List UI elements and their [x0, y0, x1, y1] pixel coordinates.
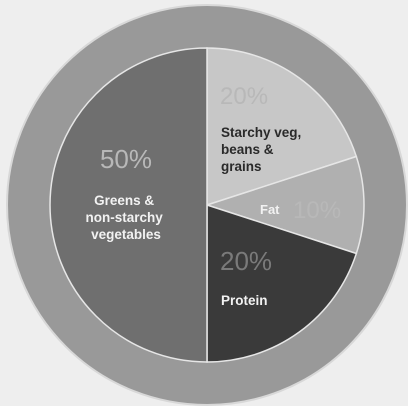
- slice-label-starchy: Starchy veg, beans & grains: [221, 125, 305, 174]
- slice-percent-protein: 20%: [220, 246, 272, 276]
- slice-label-greens-line-1: Greens &: [94, 193, 154, 208]
- pie-slices: [49, 47, 365, 363]
- slice-label-greens-line-3: vegetables: [91, 227, 161, 242]
- slice-fat: [204, 155, 365, 255]
- slice-label-starchy-line-1: Starchy veg,: [221, 125, 301, 140]
- slice-starchy: [206, 47, 358, 207]
- slice-label-starchy-line-3: grains: [221, 159, 262, 174]
- slice-label-greens-line-2: non-starchy: [85, 210, 163, 225]
- slice-percent-fat: 10%: [293, 197, 341, 224]
- slice-label-greens: Greens & non-starchy vegetables: [85, 193, 166, 242]
- slice-label-starchy-line-2: beans &: [221, 142, 274, 157]
- slice-protein: [206, 203, 358, 363]
- slice-label-protein: Protein: [221, 293, 268, 308]
- slice-percent-greens: 50%: [100, 144, 152, 174]
- slice-greens: [49, 47, 208, 363]
- outer-ring-outline: [6, 4, 408, 406]
- slice-label-fat: Fat: [260, 202, 280, 217]
- slice-percent-starchy: 20%: [220, 83, 268, 110]
